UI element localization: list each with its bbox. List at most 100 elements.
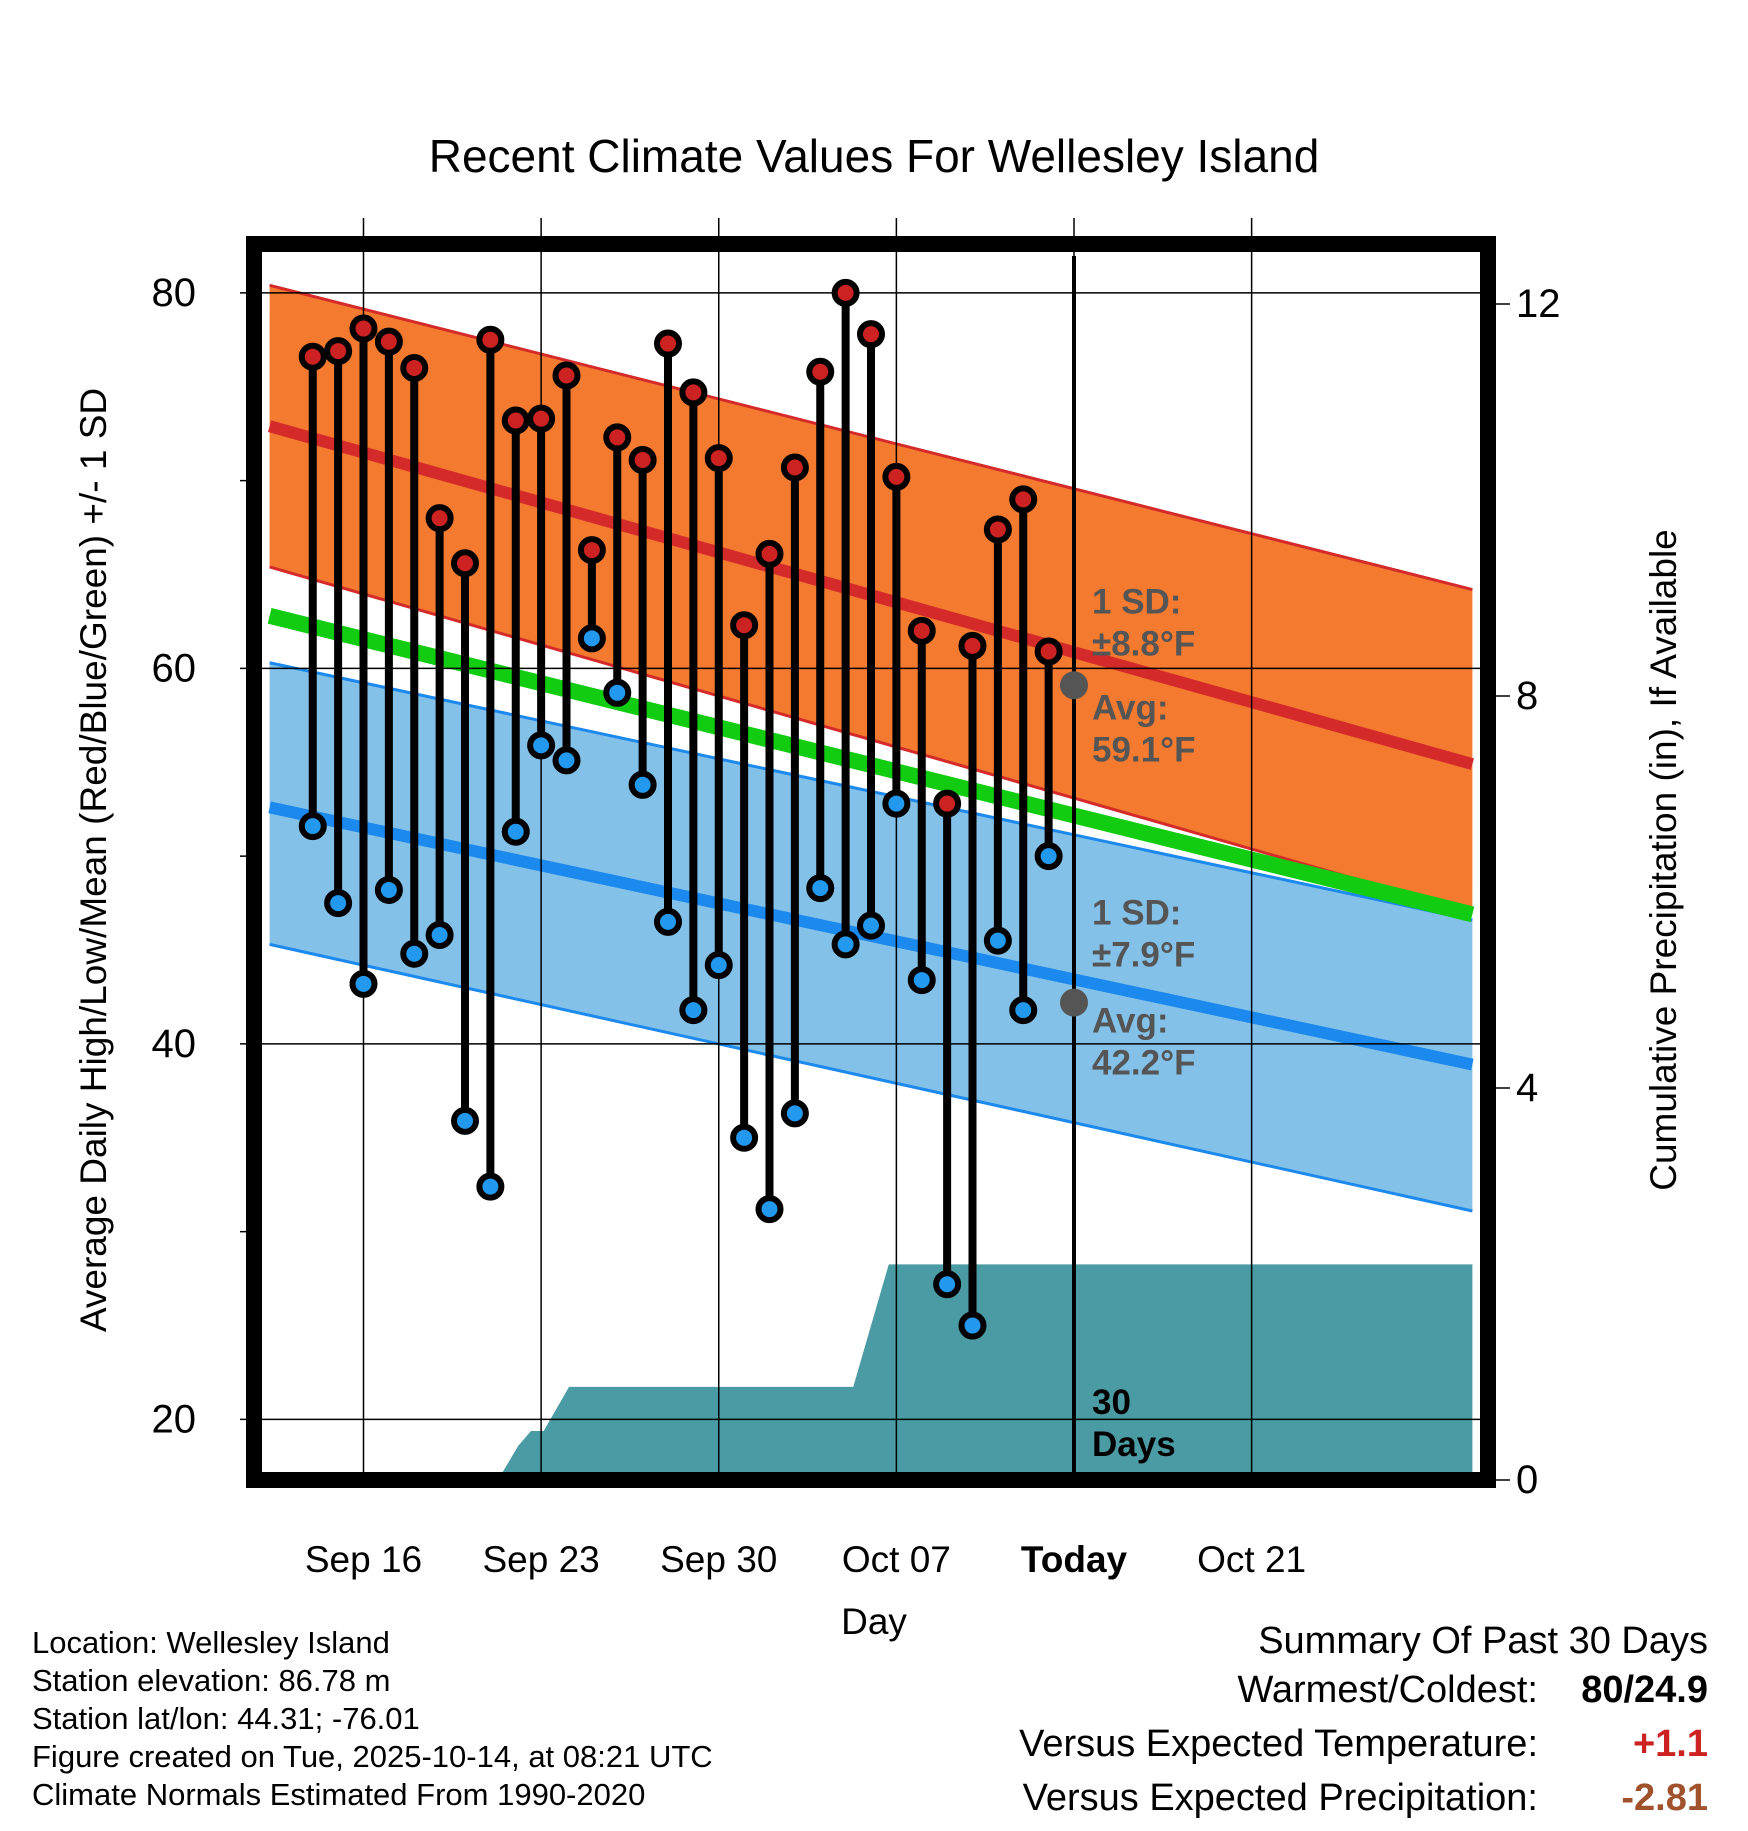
low-marker-21 (806, 874, 835, 903)
high-marker-25 (907, 616, 936, 645)
warm-cold-label: Warmest/Coldest: (1237, 1669, 1538, 1711)
low-marker-5 (400, 939, 429, 968)
high-marker-29 (1009, 485, 1038, 514)
window-label-number: 30 (1092, 1383, 1131, 1422)
low-marker-14 (628, 770, 657, 799)
high-marker-11 (552, 361, 581, 390)
y2-tick-label-0: 0 (1516, 1458, 1538, 1502)
window-label-unit: Days (1092, 1425, 1176, 1464)
high-marker-12 (577, 536, 606, 565)
summary-precip: Versus Expected Precipitation: -2.81 (1019, 1777, 1708, 1831)
y-tick-label-60: 60 (152, 646, 197, 690)
high-marker-10 (527, 404, 556, 433)
low-avg-label: Avg: (1092, 1002, 1168, 1041)
low-marker-2 (324, 889, 353, 918)
x-tick-label-10: Sep 23 (482, 1539, 599, 1580)
high-marker-8 (476, 325, 505, 354)
low-marker-11 (552, 746, 581, 775)
low-marker-13 (603, 678, 632, 707)
today-low-avg-marker (1060, 988, 1088, 1017)
low-sd-lower-edge (269, 942, 1473, 1213)
low-marker-20 (780, 1099, 809, 1128)
high-marker-20 (780, 453, 809, 482)
high-marker-7 (451, 549, 479, 578)
summary-temp: Versus Expected Temperature: +1.1 (1019, 1723, 1708, 1777)
low-sd-value: ±7.9°F (1092, 936, 1195, 975)
normals-text: Climate Normals Estimated From 1990-2020 (32, 1777, 646, 1812)
high-sd-label: 1 SD: (1092, 582, 1181, 621)
x-tick-label-17: Sep 30 (660, 1539, 777, 1580)
low-marker-10 (527, 731, 556, 760)
station-info: Location: Wellesley Island Station eleva… (32, 1624, 713, 1814)
high-marker-19 (755, 539, 784, 568)
latlon-text: Station lat/lon: 44.31; -76.01 (32, 1701, 420, 1736)
high-marker-17 (704, 444, 733, 473)
high-marker-1 (298, 342, 327, 371)
high-marker-26 (933, 789, 962, 818)
low-marker-25 (907, 966, 936, 995)
low-marker-28 (983, 926, 1012, 955)
x-tick-label-38: Oct 21 (1197, 1539, 1306, 1580)
summary-title: Summary Of Past 30 Days (1258, 1620, 1708, 1662)
location-text: Location: Wellesley Island (32, 1625, 390, 1660)
high-marker-28 (983, 515, 1012, 544)
low-avg-value: 42.2°F (1092, 1044, 1196, 1083)
y-tick-label-40: 40 (152, 1022, 197, 1066)
low-marker-23 (857, 911, 885, 940)
low-marker-30 (1034, 842, 1063, 871)
summary-warm-cold: Warmest/Coldest: 80/24.9 (1019, 1669, 1708, 1723)
elevation-text: Station elevation: 86.78 m (32, 1663, 391, 1698)
low-marker-24 (882, 789, 911, 818)
low-sd-label: 1 SD: (1092, 894, 1181, 933)
high-marker-4 (374, 327, 403, 356)
low-marker-29 (1009, 996, 1038, 1025)
high-marker-15 (654, 329, 682, 358)
x-tick-label-3: Sep 16 (305, 1539, 422, 1580)
temp-label: Versus Expected Temperature: (1019, 1723, 1538, 1765)
high-marker-9 (501, 406, 530, 435)
high-marker-24 (882, 462, 911, 491)
high-marker-14 (628, 445, 657, 474)
low-marker-22 (831, 930, 860, 959)
summary-panel: Summary Of Past 30 Days Warmest/Coldest:… (1019, 1620, 1708, 1831)
high-marker-13 (603, 423, 632, 452)
high-marker-2 (324, 337, 353, 366)
low-marker-8 (476, 1172, 505, 1201)
today-high-avg-marker (1060, 671, 1088, 700)
plot-frame (246, 236, 1496, 1488)
x-tick-label-24: Oct 07 (842, 1539, 951, 1580)
warm-cold-value: 80/24.9 (1581, 1669, 1708, 1711)
y2-tick-label-4: 4 (1516, 1066, 1538, 1110)
low-marker-16 (679, 996, 708, 1025)
chart-title: Recent Climate Values For Wellesley Isla… (429, 130, 1320, 182)
precip-value: -2.81 (1621, 1777, 1708, 1819)
precip-label: Versus Expected Precipitation: (1022, 1777, 1538, 1819)
low-marker-26 (933, 1270, 962, 1299)
high-sd-value: ±8.8°F (1092, 624, 1195, 663)
temp-value: +1.1 (1632, 1723, 1708, 1765)
low-marker-18 (730, 1123, 759, 1152)
low-marker-9 (501, 817, 530, 846)
low-marker-7 (451, 1106, 479, 1135)
x-axis-label: Day (841, 1601, 907, 1642)
high-marker-22 (831, 278, 860, 307)
high-marker-6 (425, 504, 454, 533)
y-tick-label-80: 80 (152, 271, 197, 315)
high-marker-3 (349, 314, 378, 343)
low-marker-4 (374, 875, 403, 904)
high-marker-21 (806, 357, 835, 386)
high-marker-27 (958, 631, 987, 660)
y2-axis-label: Cumulative Precipitation (in), If Availa… (1643, 529, 1684, 1191)
low-marker-17 (704, 951, 733, 980)
low-marker-12 (577, 624, 606, 653)
precip-area (269, 1264, 1473, 1480)
low-marker-1 (298, 812, 327, 841)
high-marker-18 (730, 611, 759, 640)
low-marker-15 (654, 907, 682, 936)
low-marker-6 (425, 921, 454, 950)
high-marker-5 (400, 353, 429, 382)
high-avg-value: 59.1°F (1092, 730, 1196, 769)
low-marker-19 (755, 1195, 784, 1224)
